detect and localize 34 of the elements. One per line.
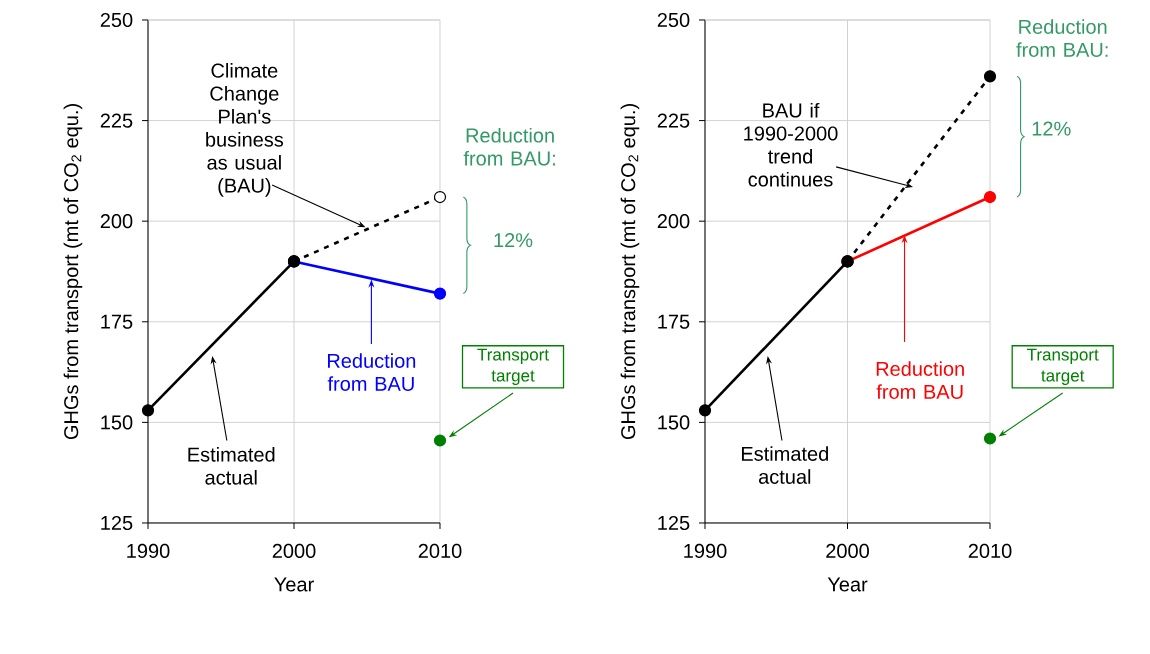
x-axis-title: Year bbox=[274, 577, 314, 592]
x-tick-label: 2000 bbox=[826, 543, 869, 559]
y-tick-label: 175 bbox=[658, 314, 690, 329]
y-tick-label: 175 bbox=[101, 314, 133, 329]
text: Transport target bbox=[477, 348, 549, 385]
x-tick-label: 2000 bbox=[272, 543, 316, 559]
x-tick-label: 2010 bbox=[968, 543, 1012, 559]
text: Reduction from BAU bbox=[876, 361, 964, 399]
y-tick-label: 250 bbox=[657, 12, 690, 28]
y-tick-label: 225 bbox=[100, 113, 133, 128]
y-tick-label: 200 bbox=[657, 214, 690, 229]
y-tick-label: 150 bbox=[101, 415, 133, 430]
text: Reduction from BAU bbox=[327, 353, 416, 391]
text: Reduction from BAU: bbox=[1016, 19, 1108, 57]
text: 12% bbox=[494, 233, 533, 248]
text: Reduction from BAU: bbox=[463, 127, 555, 166]
y-axis-title: GHGs from transport (mt of CO$_{2}$ equ.) bbox=[63, 104, 83, 440]
y-tick-label: 200 bbox=[100, 214, 133, 229]
text: Transport target bbox=[1027, 348, 1099, 385]
text: Climate Change Plan's business as usual (BAU) bbox=[206, 63, 284, 197]
x-axis-title: Year bbox=[827, 577, 868, 592]
x-tick-label: 1990 bbox=[684, 543, 727, 559]
text: Estimated actual bbox=[741, 446, 828, 484]
text: Estimated actual bbox=[188, 446, 275, 485]
y-tick-label: 150 bbox=[658, 415, 690, 430]
y-tick-label: 125 bbox=[101, 515, 133, 531]
x-tick-label: 2010 bbox=[418, 543, 462, 559]
y-axis-title: GHGs from transport (mt of CO$_{2}$ equ.) bbox=[620, 104, 640, 440]
y-tick-label: 250 bbox=[100, 12, 133, 28]
y-tick-label: 125 bbox=[658, 515, 690, 531]
text: 12% bbox=[1032, 121, 1071, 136]
text: BAU if 1990-2000 trend continues bbox=[744, 102, 838, 187]
x-tick-label: 1990 bbox=[127, 543, 170, 559]
y-tick-label: 225 bbox=[657, 113, 690, 128]
